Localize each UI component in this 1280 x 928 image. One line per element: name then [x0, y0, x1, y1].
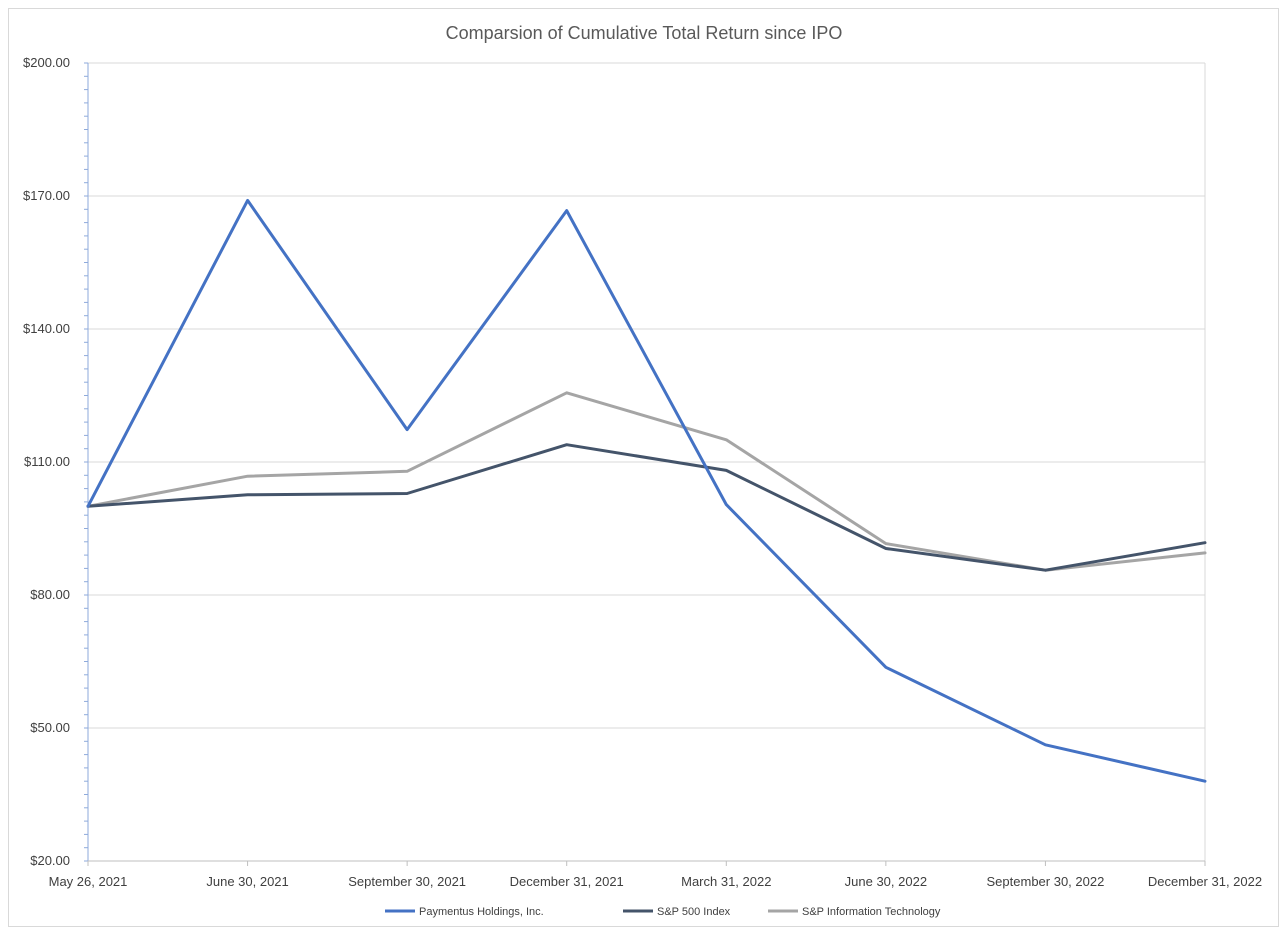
axes	[84, 62, 1206, 866]
x-axis-tick-labels: May 26, 2021 June 30, 2021 September 30, 2…	[49, 874, 1262, 889]
series-line-2	[86, 391, 1207, 572]
y-tick-label: $200.00	[23, 55, 70, 70]
x-tick-label: December 31, 2021	[510, 874, 624, 889]
legend-label: Paymentus Holdings, Inc.	[419, 906, 544, 918]
series-lines	[86, 198, 1207, 783]
chart-frame	[8, 8, 1279, 927]
y-tick-label: $20.00	[30, 853, 70, 868]
x-tick-label: May 26, 2021	[49, 874, 128, 889]
y-tick-label: $170.00	[23, 188, 70, 203]
legend-label: S&P Information Technology	[802, 906, 941, 918]
legend-label: S&P 500 Index	[657, 906, 731, 918]
y-tick-label: $50.00	[30, 720, 70, 735]
x-tick-label: June 30, 2021	[206, 874, 288, 889]
legend: Paymentus Holdings, Inc. S&P 500 Index S&P…	[385, 906, 941, 918]
y-axis-tick-labels: $20.00 $50.00 $80.00 $110.00 $140.00 $170.00 $…	[23, 55, 70, 868]
x-tick-label: June 30, 2022	[845, 874, 927, 889]
y-tick-label: $140.00	[23, 321, 70, 336]
series-line-1	[86, 443, 1207, 572]
x-tick-label: September 30, 2021	[348, 874, 466, 889]
x-tick-label: September 30, 2022	[987, 874, 1105, 889]
series-line-0	[86, 198, 1207, 783]
x-tick-label: December 31, 2022	[1148, 874, 1262, 889]
y-tick-label: $110.00	[24, 454, 70, 469]
x-tick-label: March 31, 2022	[681, 874, 771, 889]
y-tick-label: $80.00	[30, 587, 70, 602]
chart-title: Comparsion of Cumulative Total Return si…	[446, 23, 843, 43]
